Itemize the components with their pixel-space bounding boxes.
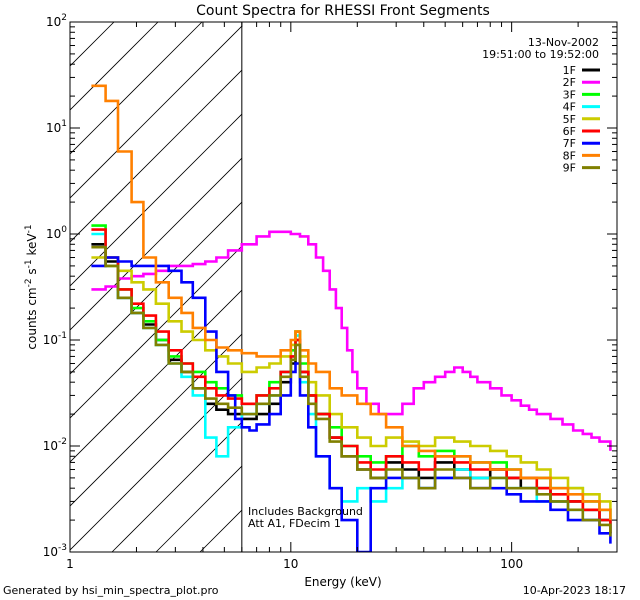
x-tick-label: 1 (66, 557, 74, 571)
y-tick-label: 100 (46, 225, 67, 241)
date-annotation: 13-Nov-2002 (528, 36, 599, 49)
y-tick-label: 102 (46, 13, 67, 29)
legend-label: 3F (563, 88, 576, 101)
y-tick-labels: 10-3 10-2 10-1 100 101 102 (43, 13, 68, 559)
series-2f-line (91, 230, 612, 451)
legend-label: 8F (563, 149, 576, 162)
legend-label: 2F (563, 76, 576, 89)
y-tick-label: 10-1 (43, 331, 67, 347)
y-tick-label: 10-2 (43, 437, 67, 453)
attenuator-note: Att A1, FDecim 1 (248, 517, 341, 530)
x-tick-label: 10 (283, 557, 298, 571)
legend-label: 9F (563, 162, 576, 175)
x-tick-labels: 1 10 100 (66, 557, 523, 571)
x-axis-label: Energy (keV) (304, 575, 381, 589)
legend-label: 6F (563, 125, 576, 138)
background-note: Includes Background (248, 505, 363, 518)
timestamp: 10-Apr-2023 18:17 (523, 584, 626, 597)
x-tick-label: 100 (500, 557, 523, 571)
series-layer (91, 84, 612, 552)
y-tick-label: 10-3 (43, 543, 67, 559)
y-axis-label: counts cm-2 s-1 keV-1 (24, 224, 39, 349)
y-tick-label: 101 (46, 119, 67, 135)
legend-label: 1F (563, 64, 576, 77)
legend-label: 7F (563, 137, 576, 150)
series-5f-line (91, 256, 612, 510)
hatch-lines (70, 22, 242, 552)
series-7f-line (91, 256, 612, 552)
y-axis-label-text: counts cm-2 s-1 keV-1 (24, 224, 39, 349)
legend-label: 4F (563, 101, 576, 114)
series-9f-line (91, 245, 612, 537)
chart-title: Count Spectra for RHESSI Front Segments (196, 3, 490, 19)
legend-label: 5F (563, 113, 576, 126)
time-range-annotation: 19:51:00 to 19:52:00 (482, 48, 599, 61)
generated-by-note: Generated by hsi_min_spectra_plot.pro (3, 584, 219, 597)
plot-frame (69, 21, 618, 553)
excluded-region-hatch (70, 22, 242, 552)
series-8f-line (91, 84, 612, 521)
axis-ticks (69, 21, 618, 553)
